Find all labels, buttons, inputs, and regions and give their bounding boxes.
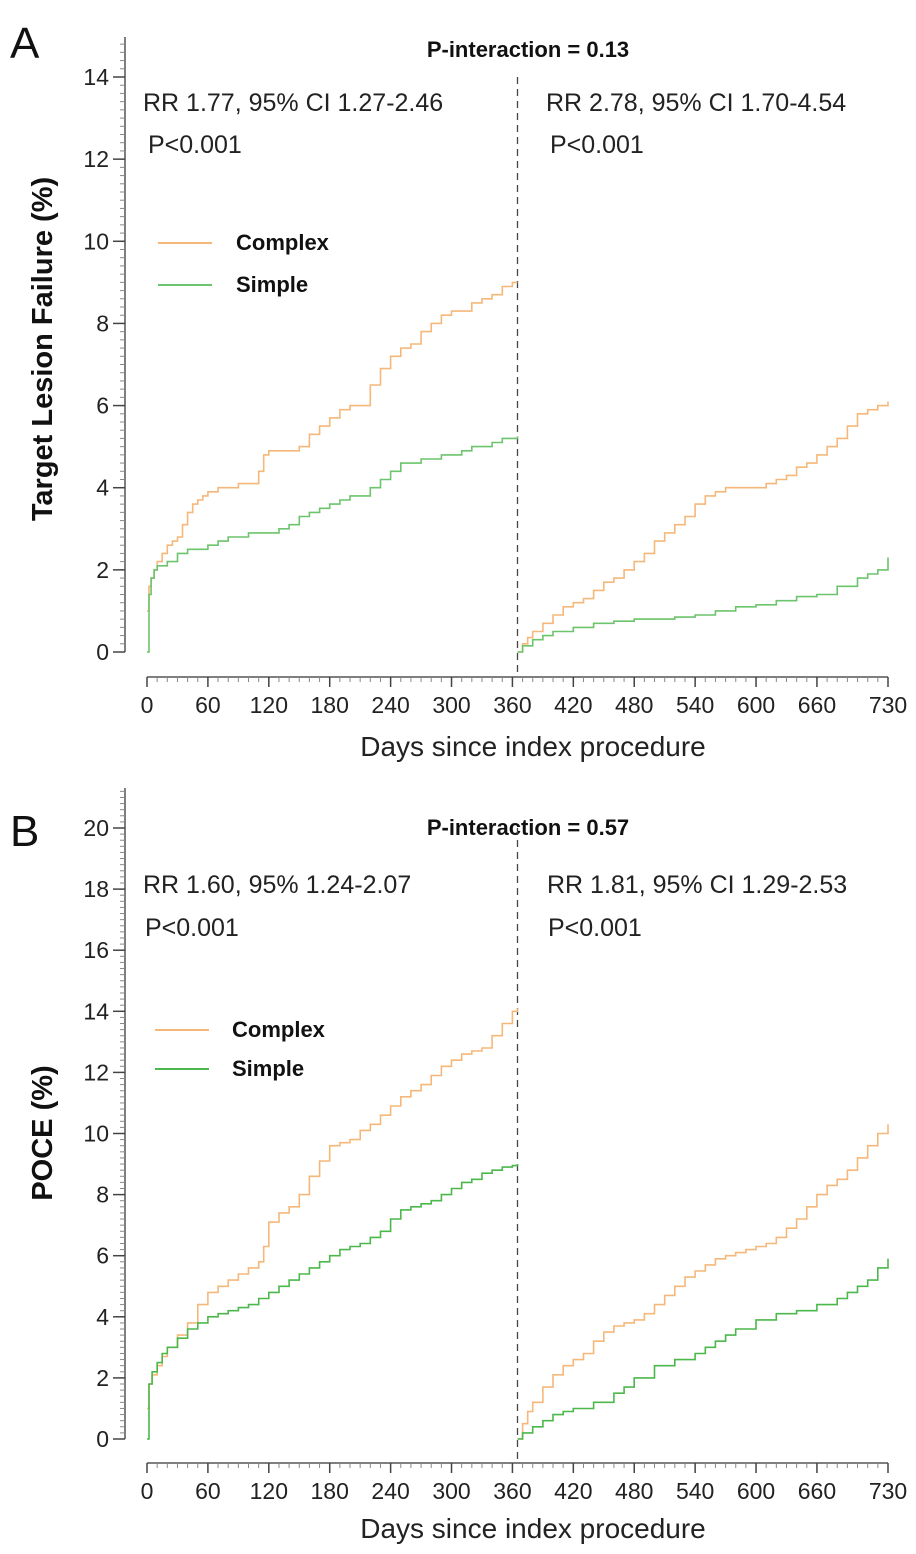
panel-a-y-tick-label: 0 <box>96 639 109 665</box>
panel-b-legend-simple-label: Simple <box>232 1056 304 1081</box>
panel-b-x-tick-label: 180 <box>311 1478 349 1504</box>
panel-b-y-tick-label: 6 <box>96 1243 109 1269</box>
panel-a-curves <box>147 281 889 653</box>
panel-b-left-p: P<0.001 <box>145 914 239 942</box>
panel-b-x-tick-label: 730 <box>869 1478 907 1504</box>
panel-a-x-tick-label: 360 <box>493 692 531 718</box>
panel-a-letter: A <box>10 19 40 68</box>
panel-a-complex-curve-year1 <box>147 281 518 612</box>
panel-a-x-tick-label: 120 <box>250 692 288 718</box>
panel-a-left-rr: RR 1.77, 95% CI 1.27-2.46 <box>143 89 443 117</box>
panel-b-y-tick-label: 2 <box>96 1365 109 1391</box>
panel-b: B P-interaction = 0.57 RR 1.60, 95% 1.24… <box>10 788 907 1544</box>
panel-a-y-tick-label: 4 <box>96 475 109 501</box>
panel-a-legend-simple-label: Simple <box>236 272 308 297</box>
panel-a-right-p: P<0.001 <box>550 131 644 159</box>
panel-a-x-tick-label: 180 <box>311 692 349 718</box>
panel-a-y-tick-label: 14 <box>83 64 109 90</box>
panel-b-simple-curve-year1 <box>147 1164 519 1440</box>
panel-b-right-rr: RR 1.81, 95% CI 1.29-2.53 <box>547 871 847 899</box>
panel-a-legend: Complex Simple <box>158 230 330 297</box>
panel-a-x-tick-label: 480 <box>615 692 653 718</box>
panel-b-complex-curve-year1 <box>147 1008 519 1410</box>
panel-b-y-axis-label: POCE (%) <box>27 1065 59 1200</box>
panel-a: A P-interaction = 0.13 RR 1.77, 95% CI 1… <box>10 19 907 762</box>
panel-a-simple-curve-year2 <box>517 557 889 653</box>
panel-b-x-tick-label: 0 <box>141 1478 154 1504</box>
panel-b-title: P-interaction = 0.57 <box>427 815 629 840</box>
panel-a-x-tick-label: 60 <box>195 692 221 718</box>
panel-a-left-p: P<0.001 <box>148 131 242 159</box>
panel-b-x-tick-label: 420 <box>554 1478 592 1504</box>
panel-b-x-tick-label: 540 <box>676 1478 714 1504</box>
panel-a-y-tick-label: 6 <box>96 393 109 419</box>
panel-a-x-tick-label: 300 <box>432 692 470 718</box>
panel-b-x-tick-label: 480 <box>615 1478 653 1504</box>
panel-b-x-tick-label: 60 <box>195 1478 221 1504</box>
panel-b-complex-curve-year2 <box>517 1124 889 1440</box>
panel-a-y-tick-label: 12 <box>83 146 109 172</box>
panel-b-x-tick-label: 120 <box>250 1478 288 1504</box>
panel-a-y-tick-label: 2 <box>96 557 109 583</box>
panel-b-y-tick-label: 18 <box>83 876 109 902</box>
panel-a-x-tick-label: 240 <box>371 692 409 718</box>
panel-a-right-rr: RR 2.78, 95% CI 1.70-4.54 <box>546 89 846 117</box>
panel-a-y-axis-label: Target Lesion Failure (%) <box>27 177 59 521</box>
panel-b-y-tick-label: 4 <box>96 1304 109 1330</box>
panel-b-y-tick-label: 8 <box>96 1182 109 1208</box>
panel-a-x-tick-label: 540 <box>676 692 714 718</box>
panel-b-y-tick-label: 20 <box>83 815 109 841</box>
panel-b-right-p: P<0.001 <box>548 914 642 942</box>
panel-a-simple-curve-year1 <box>147 436 519 653</box>
panel-b-axes: 0 2 4 6 8 10 12 14 16 18 20 0 60 120 180 240 300 360 420 48… <box>83 788 907 1504</box>
panel-a-x-tick-label: 420 <box>554 692 592 718</box>
panel-a-y-tick-label: 10 <box>83 228 109 254</box>
panel-a-y-tick-label: 8 <box>96 310 109 336</box>
panel-b-x-tick-label: 600 <box>737 1478 775 1504</box>
panel-a-x-tick-label: 660 <box>798 692 836 718</box>
panel-a-title: P-interaction = 0.13 <box>427 37 629 62</box>
panel-b-x-tick-label: 660 <box>798 1478 836 1504</box>
panel-b-y-tick-label: 14 <box>83 998 109 1024</box>
panel-b-x-axis-label: Days since index procedure <box>360 1513 706 1544</box>
panel-a-legend-complex-label: Complex <box>236 230 330 255</box>
panel-b-x-tick-label: 360 <box>493 1478 531 1504</box>
panel-a-x-tick-label: 0 <box>141 692 154 718</box>
panel-b-simple-curve-year2 <box>517 1258 889 1440</box>
panel-b-legend-complex-label: Complex <box>232 1017 326 1042</box>
panel-b-legend: Complex Simple <box>155 1017 326 1081</box>
panel-b-left-rr: RR 1.60, 95% 1.24-2.07 <box>143 871 411 899</box>
panel-b-curves <box>147 1008 889 1440</box>
panel-b-y-tick-label: 0 <box>96 1426 109 1452</box>
panel-b-letter: B <box>10 807 39 856</box>
panel-a-axes: 0 2 4 6 8 10 12 14 0 60 120 180 240 300 360 420 480 540 60… <box>83 37 907 718</box>
panel-b-x-tick-label: 240 <box>371 1478 409 1504</box>
panel-b-y-tick-label: 16 <box>83 937 109 963</box>
panel-a-x-tick-label: 600 <box>737 692 775 718</box>
panel-a-complex-curve-year2 <box>517 401 889 653</box>
panel-b-y-tick-label: 10 <box>83 1121 109 1147</box>
panel-b-x-tick-label: 300 <box>432 1478 470 1504</box>
panel-a-x-axis-label: Days since index procedure <box>360 731 706 762</box>
panel-b-y-tick-label: 12 <box>83 1059 109 1085</box>
panel-a-x-tick-label: 730 <box>869 692 907 718</box>
